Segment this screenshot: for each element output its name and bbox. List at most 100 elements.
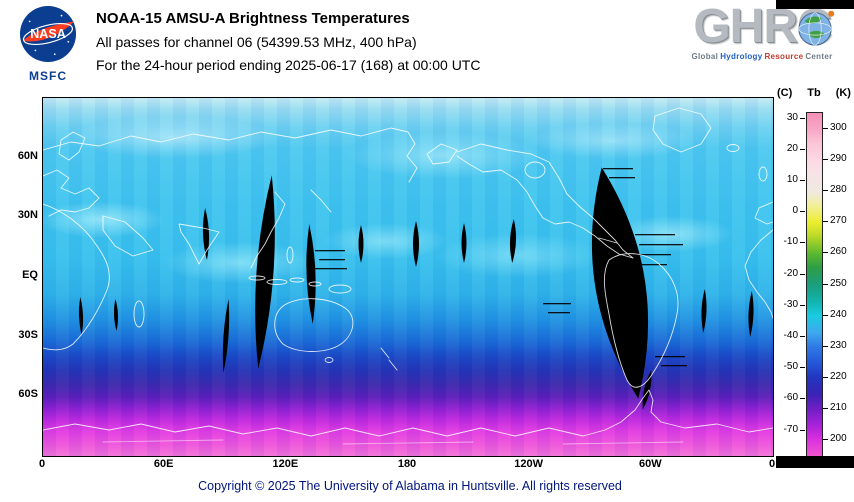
colorbar-kelvin-label: 210 [830, 402, 847, 414]
colorbar-tick [800, 242, 805, 244]
globe-icon [798, 10, 834, 46]
ghrc-logo[interactable]: GHRC Global Hydrology Resource Center [674, 2, 850, 61]
colorbar-celsius-label: 0 [792, 205, 798, 217]
colorbar-kelvin-label: 240 [830, 308, 847, 320]
colorbar-celsius-label: -10 [783, 236, 798, 248]
colorbar-tick [823, 127, 828, 129]
colorbar-celsius-label: 10 [786, 174, 798, 186]
colorbar-celsius-label: -60 [783, 392, 798, 404]
swath-gap [701, 289, 707, 333]
colorbar-celsius-label: 20 [786, 142, 798, 154]
swath-gap [642, 370, 652, 410]
map-canvas [43, 107, 773, 445]
ghrc-subtitle-word: Hydrology [720, 52, 763, 61]
colorbar-kelvin-label: 200 [830, 433, 847, 445]
swath-gap [748, 291, 754, 337]
colorbar-celsius-title: (C) [777, 87, 793, 99]
colorbar-celsius-label: -40 [783, 330, 798, 342]
colorbar-tick [823, 439, 828, 441]
swath-gap [461, 223, 467, 263]
colorbar-tick [800, 117, 805, 119]
nasa-insignia-icon: NASA [19, 5, 77, 63]
swath-gap [202, 208, 210, 260]
x-axis-label: 0 [38, 458, 46, 470]
x-axis-label: 60E [153, 458, 174, 470]
x-axis-label: 60W [639, 458, 662, 470]
title-block: NOAA-15 AMSU-A Brightness Temperatures A… [96, 10, 480, 80]
scan-dash [315, 250, 345, 252]
swath-gap [113, 299, 119, 331]
colorbar-tick [823, 189, 828, 191]
subtitle-channel: All passes for channel 06 (54399.53 MHz,… [96, 34, 417, 50]
scan-dash [543, 303, 571, 305]
x-axis-label: 0 [768, 458, 776, 470]
scan-dash [635, 234, 675, 236]
colorbar-kelvin-label: 260 [830, 246, 847, 258]
brightness-temperature-map [42, 97, 774, 457]
ghrc-subtitle-word: Resource [764, 52, 804, 61]
ghrc-subtitle-word: Center [805, 52, 833, 61]
scan-dash [319, 259, 345, 261]
swath-gap [78, 297, 84, 335]
x-axis-label: 120E [272, 458, 299, 470]
colorbar-tick [800, 398, 805, 400]
y-axis-label: 60N [17, 149, 38, 162]
swath-gap [591, 167, 649, 399]
swath-gap [306, 224, 316, 324]
subtitle-period: For the 24-hour period ending 2025-06-17… [96, 57, 481, 73]
colorbar-kelvin-label: 290 [830, 152, 847, 164]
colorbar-tick [823, 252, 828, 254]
x-axis-label: 120W [514, 458, 544, 470]
coastlines [43, 107, 773, 445]
x-axis-label: 180 [397, 458, 417, 470]
colorbar-celsius-label: -50 [783, 361, 798, 373]
colorbar-kelvin-label: 220 [830, 371, 847, 383]
colorbar-tick [800, 429, 805, 431]
black-margin-bar-top [776, 0, 854, 9]
colorbar-kelvin-label: 300 [830, 121, 847, 133]
swath-gap [255, 175, 275, 369]
colorbar-tick [823, 345, 828, 347]
colorbar-celsius-label: -20 [783, 267, 798, 279]
colorbar-tick [800, 336, 805, 338]
scan-dash [637, 264, 667, 266]
colorbar-tick [823, 377, 828, 379]
footer-copyright: Copyright © 2025 The University of Alaba… [198, 479, 622, 493]
colorbar-tick [800, 367, 805, 369]
colorbar-tick [823, 158, 828, 160]
swath-gap [413, 221, 419, 267]
nasa-logo[interactable]: NASA MSFC [12, 5, 84, 83]
scan-dash [639, 244, 683, 246]
colorbar-tick [823, 314, 828, 316]
colorbar-kelvin-label: 270 [830, 215, 847, 227]
ghrc-acronym: GHRC [693, 2, 834, 52]
scan-dash [609, 177, 635, 179]
swath-gap [509, 219, 517, 263]
y-axis-label: 30N [17, 209, 38, 222]
ghrc-orange-dot-icon [827, 10, 834, 17]
ghrc-subtitle: Global Hydrology Resource Center [674, 52, 850, 61]
scan-dash [661, 365, 687, 367]
scan-line-artifacts [313, 168, 687, 367]
colorbar-tick [823, 408, 828, 410]
colorbar-celsius-label: 30 [786, 111, 798, 123]
scan-dash [655, 356, 685, 358]
scan-dash [603, 168, 633, 170]
colorbar-header: (C) Tb (K) [777, 87, 851, 99]
colorbar-tick [800, 211, 805, 213]
colorbar-tick [823, 221, 828, 223]
swath-gap [222, 299, 230, 373]
msfc-label: MSFC [29, 69, 67, 83]
scan-dash [548, 312, 570, 314]
y-axis-label: EQ [22, 269, 38, 281]
colorbar [806, 112, 823, 457]
y-axis-label: 30S [18, 328, 38, 341]
colorbar-tb-title: Tb [807, 87, 821, 99]
colorbar-tick [800, 304, 805, 306]
ghrc-subtitle-word: Global [691, 52, 719, 61]
page-title: NOAA-15 AMSU-A Brightness Temperatures [96, 10, 410, 27]
colorbar-tick [823, 283, 828, 285]
nasa-wordmark: NASA [30, 27, 66, 41]
colorbar-kelvin-label: 250 [830, 277, 847, 289]
